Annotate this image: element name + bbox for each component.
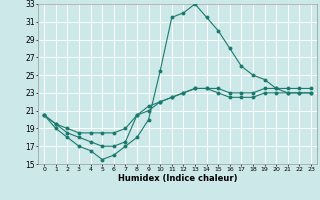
X-axis label: Humidex (Indice chaleur): Humidex (Indice chaleur)	[118, 174, 237, 183]
